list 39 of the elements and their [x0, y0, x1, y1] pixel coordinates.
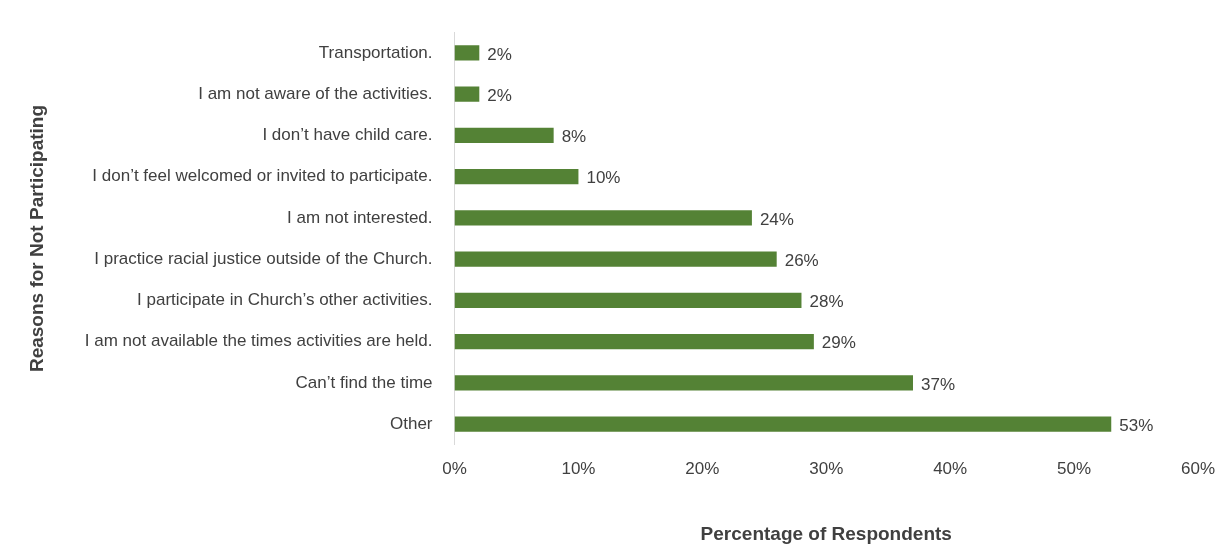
- y-tick-label: I am not aware of the activities.: [198, 83, 433, 103]
- y-tick-label: Transportation.: [318, 42, 433, 62]
- x-tick-label: 50%: [1057, 458, 1092, 478]
- bar: [454, 210, 752, 226]
- data-label: 28%: [809, 292, 844, 312]
- bar: [454, 168, 579, 185]
- data-label: 2%: [487, 44, 512, 64]
- bar: [454, 251, 777, 267]
- data-label: 2%: [487, 85, 512, 105]
- y-axis-title: Reasons for Not Participating: [25, 104, 47, 373]
- x-tick-label: 20%: [685, 458, 720, 478]
- data-label: 53%: [1119, 415, 1154, 435]
- y-tick-label: I don’t feel welcomed or invited to participate.: [92, 166, 433, 186]
- y-tick-label: I am not available the times activities are held.: [84, 331, 433, 351]
- x-tick-label: 10%: [561, 458, 596, 478]
- bar: [454, 375, 913, 391]
- y-tick-label: I practice racial justice outside of the Church.: [94, 248, 433, 268]
- y-tick-label: I am not interested.: [287, 207, 433, 227]
- bar: [454, 292, 802, 309]
- x-axis-title: Percentage of Respondents: [700, 522, 952, 544]
- data-label: 26%: [784, 250, 819, 270]
- bar: [454, 333, 814, 350]
- data-label: 10%: [586, 168, 621, 188]
- data-label: 37%: [920, 374, 956, 394]
- data-label: 8%: [561, 127, 587, 147]
- data-label: 29%: [821, 333, 856, 353]
- x-tick-label: 0%: [442, 458, 467, 478]
- y-tick-label: Other: [390, 413, 433, 433]
- y-tick-label: I don’t have child care.: [262, 125, 433, 145]
- bar: [454, 416, 1112, 432]
- bar: [454, 86, 480, 102]
- x-tick-label: 60%: [1180, 458, 1215, 478]
- bar: [454, 45, 480, 61]
- data-label: 24%: [759, 209, 794, 229]
- x-tick-label: 40%: [933, 458, 968, 478]
- x-tick-label: 30%: [809, 458, 844, 478]
- y-tick-label: Can’t find the time: [295, 372, 433, 392]
- bar: [454, 127, 554, 144]
- y-tick-label: I participate in Church’s other activities.: [137, 290, 433, 310]
